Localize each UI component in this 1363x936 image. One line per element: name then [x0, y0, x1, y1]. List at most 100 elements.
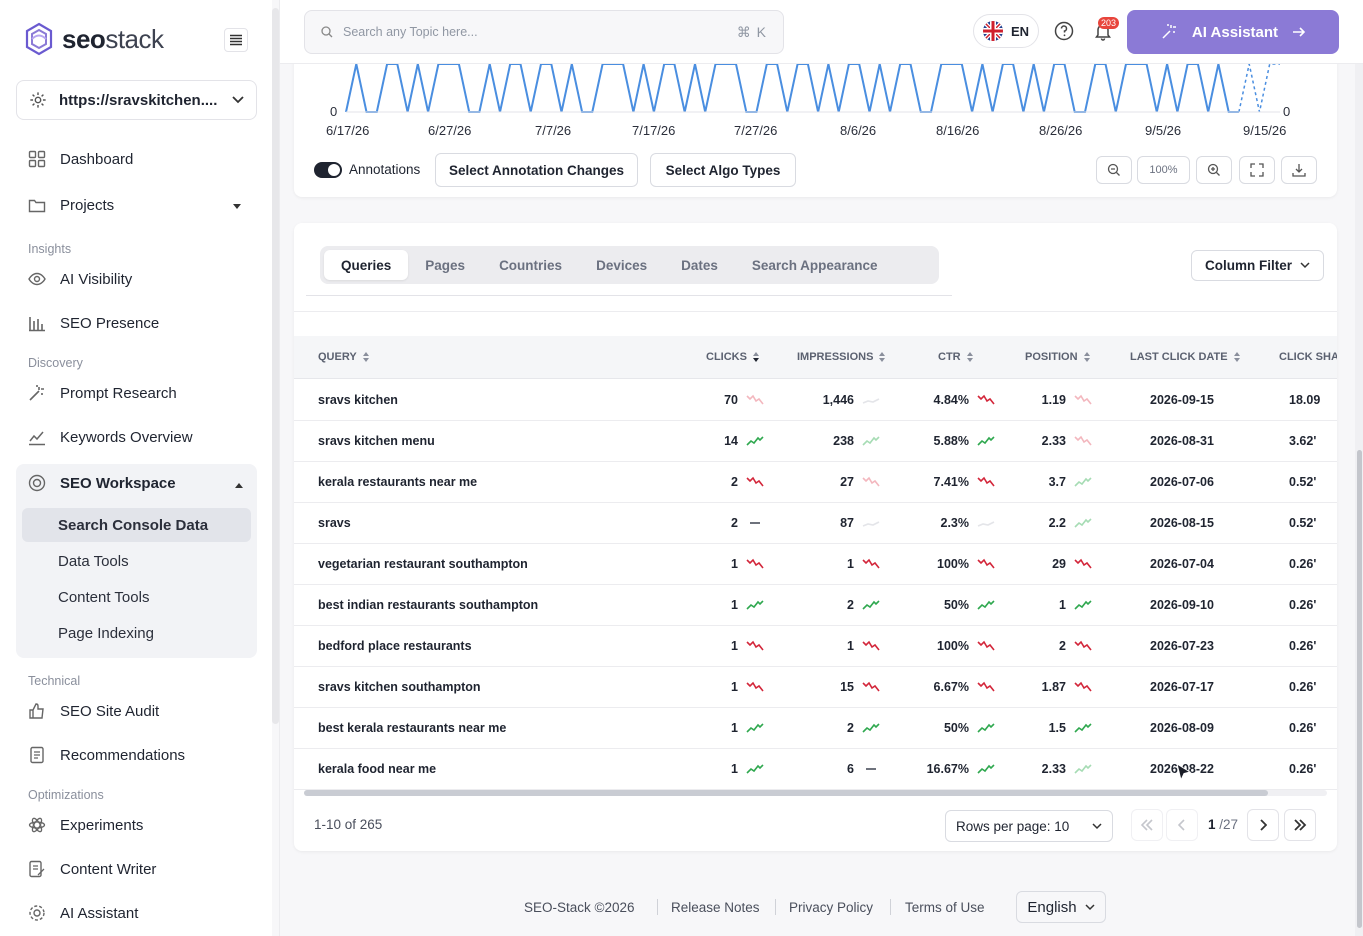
- cell-pos: 1.5: [1049, 721, 1092, 735]
- table-row[interactable]: sravs kitchen 70 1,446 4.84% 1.19 2026-09-15 1…: [294, 380, 1337, 421]
- cell-query[interactable]: vegetarian restaurant southampton: [318, 557, 528, 571]
- caret-down-icon[interactable]: [233, 204, 241, 209]
- cell-impr: 1: [847, 557, 880, 571]
- trend-down-icon: [746, 681, 764, 692]
- zoom-in-icon[interactable]: [1196, 156, 1232, 184]
- cell-query[interactable]: sravs kitchen: [318, 393, 398, 407]
- cell-query[interactable]: best kerala restaurants near me: [318, 721, 507, 735]
- table-row[interactable]: best indian restaurants southampton 1 2 50%…: [294, 585, 1337, 626]
- table-row[interactable]: vegetarian restaurant southampton 1 1 100% 2…: [294, 544, 1337, 585]
- nav-content-tools[interactable]: Content Tools: [58, 588, 150, 606]
- nav-ai-visibility[interactable]: AI Visibility: [28, 270, 132, 288]
- table-row[interactable]: kerala restaurants near me 2 27 7.41% 3.7 202…: [294, 462, 1337, 503]
- select-algo-types-button[interactable]: Select Algo Types: [650, 153, 796, 187]
- cell-pos: 29: [1052, 557, 1092, 571]
- mouse-cursor-icon: [1176, 762, 1192, 782]
- prev-page-icon[interactable]: [1166, 809, 1198, 841]
- table-row[interactable]: sravs kitchen menu 14 238 5.88% 2.33 2026-08-…: [294, 421, 1337, 462]
- language-code: EN: [1010, 23, 1030, 39]
- zoom-out-icon[interactable]: [1096, 156, 1132, 184]
- table-row[interactable]: best kerala restaurants near me 1 2 50% 1.5 2…: [294, 708, 1337, 749]
- nav-data-tools[interactable]: Data Tools: [58, 552, 129, 570]
- col-header-ctr[interactable]: CTR: [938, 351, 973, 363]
- nav-prompt-research[interactable]: Prompt Research: [28, 384, 177, 402]
- cell-click-share: 0.52': [1289, 516, 1317, 530]
- col-header-query[interactable]: QUERY: [318, 351, 369, 363]
- annotations-toggle[interactable]: [314, 162, 342, 178]
- tab-pages[interactable]: Pages: [425, 257, 466, 273]
- nav-seo-presence[interactable]: SEO Presence: [28, 314, 159, 332]
- nav-seo-site-audit[interactable]: SEO Site Audit: [28, 702, 159, 720]
- cell-ctr: 100%: [937, 639, 995, 653]
- rows-per-page-select[interactable]: Rows per page: 10: [945, 810, 1113, 842]
- nav-experiments[interactable]: Experiments: [28, 816, 143, 834]
- nav-dashboard[interactable]: Dashboard: [28, 150, 133, 168]
- cell-clicks: 2: [731, 475, 764, 489]
- menu-toggle-icon[interactable]: [224, 28, 248, 52]
- cell-query[interactable]: kerala food near me: [318, 762, 437, 776]
- cell-clicks: 2: [731, 516, 764, 530]
- cell-query[interactable]: sravs kitchen menu: [318, 434, 435, 448]
- download-icon[interactable]: [1281, 156, 1317, 184]
- nav-recommendations[interactable]: Recommendations: [28, 746, 185, 764]
- cell-query[interactable]: kerala restaurants near me: [318, 475, 478, 489]
- cell-query[interactable]: best indian restaurants southampton: [318, 598, 539, 612]
- footer-privacy-link[interactable]: Privacy Policy: [789, 900, 874, 915]
- help-icon[interactable]: [1054, 21, 1074, 41]
- col-header-impressions[interactable]: IMPRESSIONS: [797, 351, 886, 363]
- footer-language-select[interactable]: English: [1016, 891, 1106, 923]
- ai-assistant-button[interactable]: AI Assistant: [1127, 10, 1339, 54]
- cell-ctr: 5.88%: [934, 434, 995, 448]
- footer-release-notes-link[interactable]: Release Notes: [671, 900, 760, 915]
- table-row[interactable]: sravs 2 87 2.3% 2.2 2026-08-15 0.52': [294, 503, 1337, 544]
- sidebar-scrollbar[interactable]: [272, 8, 279, 724]
- tab-search-appearance[interactable]: Search Appearance: [751, 257, 878, 273]
- col-header-position[interactable]: POSITION: [1025, 351, 1090, 363]
- search-input[interactable]: Search any Topic here... ⌘ K: [304, 10, 784, 54]
- first-page-icon[interactable]: [1131, 809, 1163, 841]
- site-selector[interactable]: https://sravskitchen....: [16, 80, 257, 120]
- nav-page-indexing[interactable]: Page Indexing: [58, 624, 154, 642]
- cell-impr: 1,446: [823, 393, 880, 407]
- cell-query[interactable]: sravs: [318, 516, 351, 530]
- last-page-icon[interactable]: [1284, 809, 1316, 841]
- next-page-icon[interactable]: [1247, 809, 1279, 841]
- cell-clicks: 14: [724, 434, 764, 448]
- footer-language-label: English: [1027, 898, 1077, 916]
- trend-flat-icon: [750, 522, 760, 524]
- footer-terms-link[interactable]: Terms of Use: [905, 900, 985, 915]
- select-annotation-changes-button[interactable]: Select Annotation Changes: [435, 153, 638, 187]
- footer-separator: [775, 899, 776, 915]
- column-filter-button[interactable]: Column Filter: [1191, 250, 1324, 281]
- logo[interactable]: seostack: [24, 22, 164, 56]
- cell-pos: 2.33: [1042, 434, 1092, 448]
- tab-countries[interactable]: Countries: [499, 257, 563, 273]
- table-row[interactable]: sravs kitchen southampton 1 15 6.67% 1.87 202…: [294, 667, 1337, 708]
- table-row[interactable]: bedford place restaurants 1 1 100% 2 2026-07-…: [294, 626, 1337, 667]
- fullscreen-icon[interactable]: [1239, 156, 1275, 184]
- nav-search-console-data[interactable]: Search Console Data: [22, 508, 251, 542]
- nav-projects[interactable]: Projects: [28, 196, 114, 214]
- x-tick-label: 6/17/26: [326, 123, 370, 138]
- col-header-last-click-date[interactable]: LAST CLICK DATE: [1130, 351, 1240, 363]
- cell-click-share: 0.26': [1289, 557, 1317, 571]
- language-switcher[interactable]: EN: [973, 14, 1039, 48]
- horizontal-scrollbar-thumb[interactable]: [304, 790, 1268, 796]
- page-scrollbar-thumb[interactable]: [1357, 450, 1362, 928]
- cell-query[interactable]: bedford place restaurants: [318, 639, 472, 653]
- tab-queries[interactable]: Queries: [324, 250, 409, 280]
- nav-ai-assistant[interactable]: AI Assistant: [28, 904, 138, 922]
- nav-content-writer[interactable]: Content Writer: [28, 860, 156, 878]
- nav-keywords-overview[interactable]: Keywords Overview: [28, 428, 193, 446]
- cell-ctr: 50%: [944, 721, 995, 735]
- col-header-click-share[interactable]: CLICK SHA: [1279, 351, 1337, 363]
- nav-seo-workspace[interactable]: SEO Workspace: [28, 474, 176, 492]
- tab-devices[interactable]: Devices: [596, 257, 648, 273]
- cell-query[interactable]: sravs kitchen southampton: [318, 680, 481, 694]
- col-header-clicks[interactable]: CLICKS: [706, 351, 759, 363]
- cell-pos: 1.87: [1042, 680, 1092, 694]
- caret-up-icon[interactable]: [235, 483, 243, 488]
- cell-pos: 1.19: [1042, 393, 1092, 407]
- cell-pos: 2: [1059, 639, 1092, 653]
- tab-dates[interactable]: Dates: [681, 257, 718, 273]
